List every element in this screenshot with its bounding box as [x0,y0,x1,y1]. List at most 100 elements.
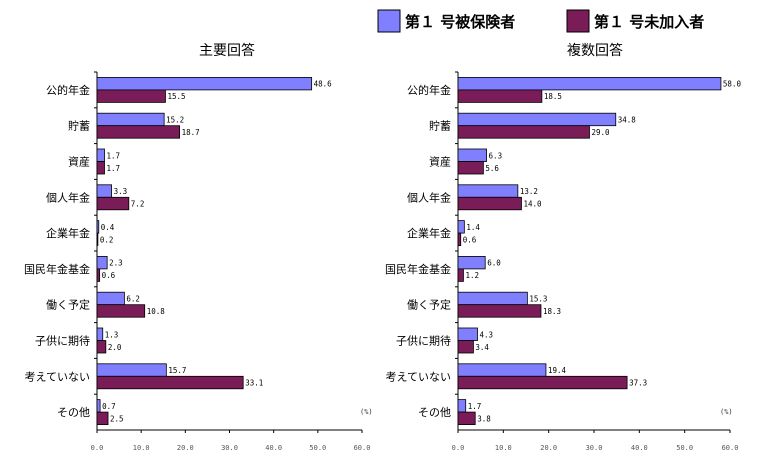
x-tick-label: 20.0 [540,444,557,452]
data-label: 19.4 [548,366,567,375]
x-tick-label: 40.0 [265,444,282,452]
bar-series-1 [96,184,112,198]
bar-series-1 [96,77,313,91]
data-label: 4.3 [479,330,493,339]
bar-series-1 [457,291,528,306]
bar-series-1 [457,399,467,413]
x-tick-label: 40.0 [631,444,648,452]
category-label: 国民年金基金 [24,262,90,276]
data-label: 34.8 [618,115,637,124]
x-tick-label: 10.0 [133,444,150,452]
bar-series-1 [96,399,101,413]
bar-series-1 [96,255,108,270]
bar-series-1 [457,77,722,91]
legend-label-series-1: 第１ 号被保険者 [405,13,515,31]
bar-series-2 [96,232,99,247]
bar-series-1 [457,327,478,341]
bar-series-2 [457,196,522,211]
data-label: 58.0 [723,80,742,89]
bar-series-2 [457,304,542,318]
x-tick-label: 60.0 [722,444,739,452]
category-label: 貯蓄 [429,120,451,133]
category-label: 資産 [68,156,90,169]
data-label: 29.0 [591,128,610,137]
category-label: 個人年金 [407,190,451,204]
x-tick-label: 20.0 [177,444,194,452]
bar-series-2 [96,89,166,103]
bar-series-1 [457,220,465,234]
data-label: 6.2 [126,294,140,303]
data-label: 1.7 [107,164,121,173]
bar-series-1 [96,327,104,341]
category-label: その他 [418,406,451,419]
bar-series-1 [96,112,165,127]
data-label: 1.7 [107,151,121,160]
data-label: 0.2 [100,235,114,244]
data-label: 0.6 [463,235,477,244]
data-label: 18.7 [182,128,200,137]
data-label: 2.5 [110,414,124,423]
bar-series-1 [457,112,617,127]
data-label: 48.6 [314,80,333,89]
bar-series-1 [96,220,100,234]
chart-panel-multiple-answer: 複数回答 (%) 0.0 10.0 20.0 30.0 40.0 50.0 60.0 公的年金… [385,42,741,452]
category-label: 国民年金基金 [385,262,451,276]
data-label: 1.2 [465,271,479,280]
category-label: 働く予定 [46,298,90,312]
category-label: その他 [57,406,90,419]
data-label: 18.5 [544,92,562,101]
bar-series-1 [457,184,519,198]
bar-series-2 [457,161,484,175]
category-label: 子供に期待 [35,334,90,348]
x-tick-label: 30.0 [586,444,603,452]
bar-series-2 [96,340,107,354]
bar-series-2 [457,411,476,426]
category-label: 公的年金 [46,83,90,97]
data-label: 0.4 [101,223,115,232]
data-label: 1.7 [468,402,482,411]
data-label: 6.3 [489,151,503,160]
data-label: 15.3 [529,294,547,303]
bar-series-2 [457,268,464,282]
bar-series-2 [96,268,101,282]
data-label: 2.0 [108,343,122,352]
data-label: 0.7 [102,402,116,411]
legend-swatch-series-2 [566,9,590,33]
category-label: 貯蓄 [68,120,90,133]
category-label: 企業年金 [46,226,90,240]
chart-panel-main-answer: 主要回答 (%) 0.0 10.0 20.0 30.0 40.0 50.0 60.0 公的年金… [24,42,373,452]
legend: 第１ 号被保険者 第１ 号未加入者 [377,9,704,33]
bar-series-2 [457,340,474,354]
bar-series-2 [457,89,543,103]
bar-series-2 [96,304,146,318]
category-label: 子供に期待 [396,334,451,348]
bar-series-1 [96,291,125,306]
data-label: 3.8 [477,414,491,423]
bar-series-1 [96,363,167,377]
category-label: 企業年金 [407,226,451,240]
bar-series-2 [96,125,180,139]
data-label: 15.2 [166,115,184,124]
x-tick-label: 0.0 [452,444,465,452]
bar-series-1 [457,148,487,162]
bar-series-1 [457,255,486,270]
legend-label-series-2: 第１ 号未加入者 [594,13,704,31]
chart-title: 複数回答 [567,42,623,59]
data-label: 2.3 [109,259,123,268]
x-tick-label: 0.0 [91,444,104,452]
bar-series-1 [457,363,547,377]
bar-series-1 [96,148,105,162]
bar-series-2 [457,125,590,139]
x-tick-label: 30.0 [221,444,238,452]
x-tick-label: 60.0 [354,444,371,452]
data-label: 14.0 [523,200,542,209]
data-label: 7.2 [131,200,145,209]
data-label: 1.3 [105,330,119,339]
data-label: 1.4 [466,223,480,232]
data-label: 5.6 [485,164,499,173]
bar-series-2 [457,232,462,247]
data-label: 13.2 [520,187,538,196]
data-label: 15.5 [167,92,185,101]
unit-label: (%) [720,408,733,416]
